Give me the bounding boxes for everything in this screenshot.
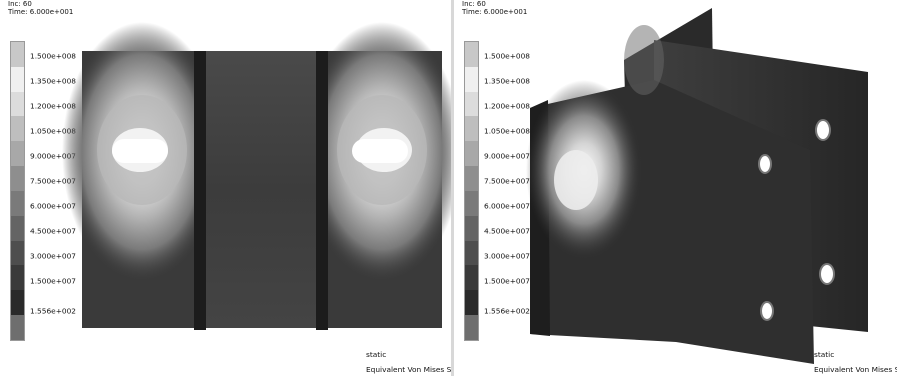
time-label: Time: 6.000e+001: [462, 8, 528, 16]
legend-swatch: [465, 42, 478, 67]
model-view-iso[interactable]: [454, 0, 897, 376]
bolt-hole-right: [352, 139, 408, 163]
legend-label: 1.050e+008: [484, 126, 531, 136]
legend-label: 1.350e+008: [484, 76, 531, 86]
inc-label: Inc: 60: [462, 0, 486, 8]
increment-info: Inc: 60 Time: 6.000e+001: [8, 0, 73, 16]
legend-swatch: [11, 265, 24, 291]
legend-label: 7.500e+007: [30, 176, 77, 186]
model-view-front[interactable]: [0, 0, 451, 376]
legend-swatch: [465, 91, 478, 117]
stiffener-left: [194, 51, 206, 330]
legend-swatch: [465, 240, 478, 266]
legend-label: 9.000e+007: [484, 151, 531, 161]
legend-label: 1.500e+007: [30, 276, 77, 286]
bolt-hole-left: [112, 139, 168, 163]
legend-label: 1.556e+002: [484, 306, 531, 316]
bolt-hole-upper-front: [758, 154, 772, 174]
stiffener-right: [316, 51, 328, 330]
inc-label: Inc: 60: [8, 0, 32, 8]
legend-swatch: [465, 215, 478, 241]
legend-swatch: [11, 166, 24, 191]
loadcase-label: static: [366, 350, 387, 359]
increment-info: Inc: 60 Time: 6.000e+001: [462, 0, 527, 16]
legend-label: 7.500e+007: [484, 176, 531, 186]
legend-label: 1.050e+008: [30, 126, 77, 136]
legend-label: 9.000e+007: [30, 151, 77, 161]
legend-label: 1.556e+002: [30, 306, 77, 316]
time-label: Time: 6.000e+001: [8, 8, 74, 16]
legend-swatch: [11, 42, 24, 67]
viewport-left[interactable]: Inc: 60 Time: 6.000e+001 1.500e+008 1.35…: [0, 0, 451, 376]
legend-label: 1.200e+008: [30, 101, 77, 111]
legend-color-bar: [10, 41, 25, 341]
web-region: [205, 51, 317, 328]
legend-swatch: [11, 66, 24, 92]
legend-swatch: [11, 91, 24, 117]
legend-label: 3.000e+007: [30, 251, 77, 261]
legend-swatch: [11, 141, 24, 167]
legend-label: 1.350e+008: [30, 76, 77, 86]
result-type-label: Equivalent Von Mises Stres: [814, 365, 897, 374]
legend-label: 4.500e+007: [484, 226, 531, 236]
legend-swatch: [11, 315, 24, 340]
legend-swatch: [11, 240, 24, 266]
legend-label: 1.500e+008: [484, 51, 531, 61]
legend-label: 1.500e+007: [484, 276, 531, 286]
legend-swatch: [465, 141, 478, 167]
bolt-hole-lower-front: [760, 301, 774, 321]
legend-label: 6.000e+007: [484, 201, 531, 211]
legend-swatch: [465, 290, 478, 316]
stress-zone-iso-peak: [554, 150, 598, 210]
legend-label: 4.500e+007: [30, 226, 77, 236]
legend-label: 6.000e+007: [30, 201, 77, 211]
legend-swatch: [11, 290, 24, 316]
legend-swatch: [465, 190, 478, 216]
bolt-hole-lower-right: [819, 263, 835, 285]
viewport-right[interactable]: Inc: 60 Time: 6.000e+001 1.500e+008 1.35…: [454, 0, 897, 376]
legend-swatch: [465, 265, 478, 291]
legend-swatch: [465, 315, 478, 340]
legend-color-bar: [464, 41, 479, 341]
bolt-hole-upper-right: [815, 119, 831, 141]
loadcase-label: static: [814, 350, 835, 359]
result-type-label: Equivalent Von Mises Stres: [366, 365, 451, 374]
legend-label: 3.000e+007: [484, 251, 531, 261]
legend-label: 1.500e+008: [30, 51, 77, 61]
legend-swatch: [465, 66, 478, 92]
legend-swatch: [465, 166, 478, 191]
legend-swatch: [465, 116, 478, 142]
viewport-divider[interactable]: [451, 0, 454, 376]
legend-swatch: [11, 116, 24, 142]
legend-swatch: [11, 190, 24, 216]
stress-patch-top: [624, 25, 664, 95]
legend-label: 1.200e+008: [484, 101, 531, 111]
legend-swatch: [11, 215, 24, 241]
